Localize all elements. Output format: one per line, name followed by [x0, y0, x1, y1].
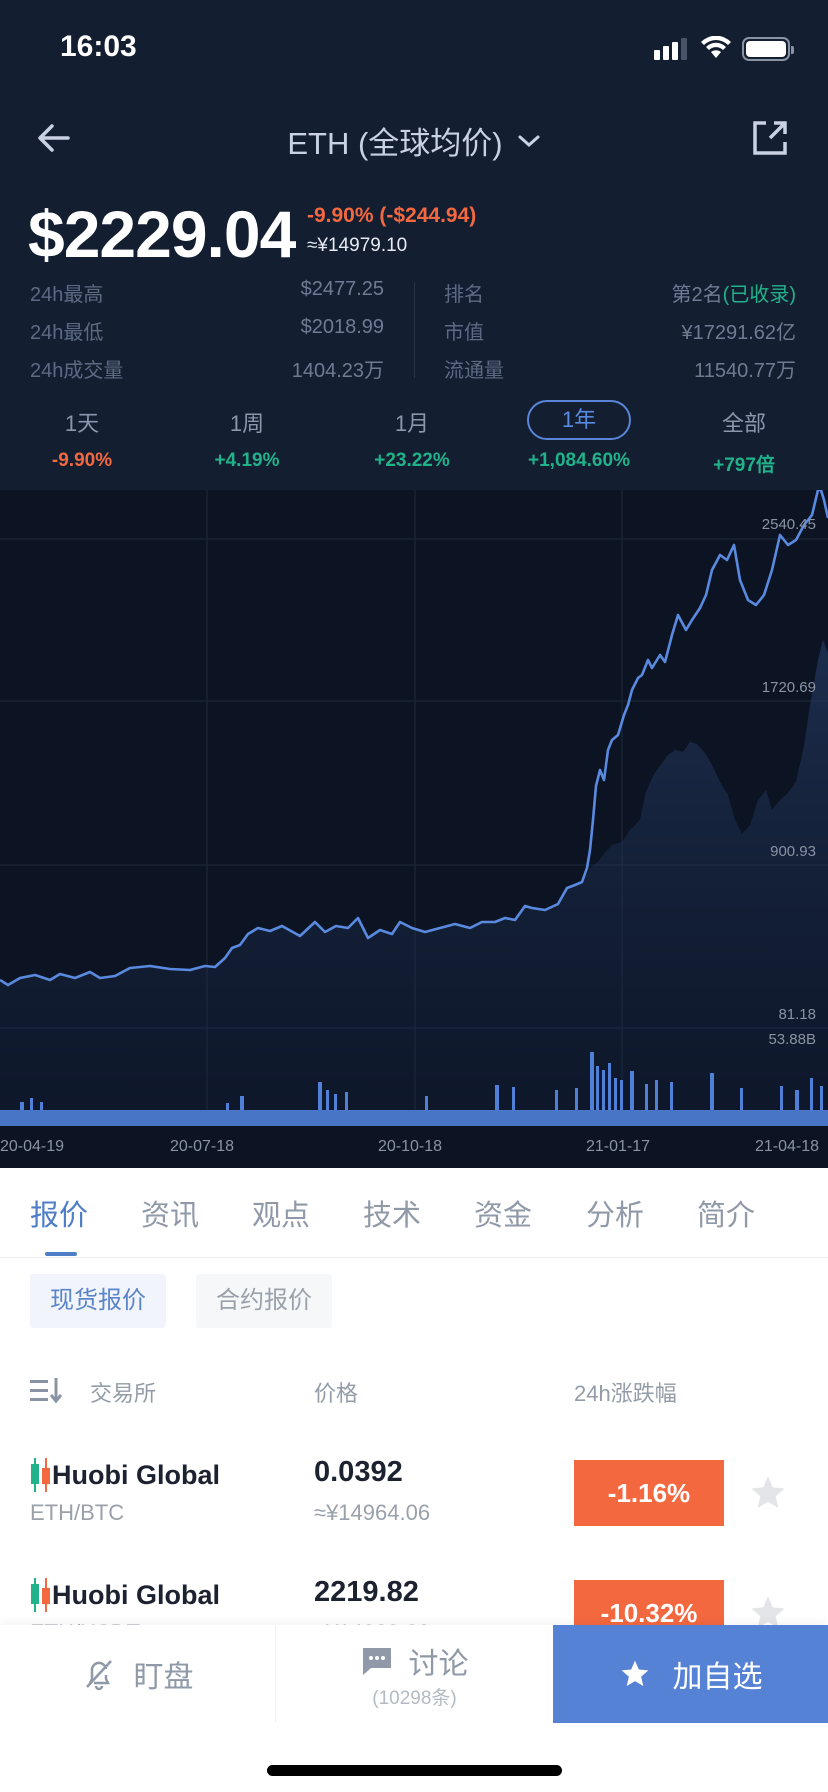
exchange-label: Huobi Global [52, 1459, 220, 1490]
period-change-1d: -9.90% [51, 450, 113, 471]
coin-selector[interactable]: ETH (全球均价) [0, 118, 828, 163]
tab-technical[interactable]: 技术 [363, 1200, 422, 1232]
tab-intro[interactable]: 简介 [697, 1200, 756, 1232]
chat-bubble-icon [362, 1647, 391, 1675]
rank-included-link[interactable]: (已收录) [722, 284, 796, 306]
star-icon [621, 1660, 648, 1686]
candlestick-icon [31, 1458, 50, 1492]
add-watchlist-button[interactable]: 加自选 [553, 1625, 828, 1723]
x-tick-1: 20-07-18 [170, 1138, 235, 1155]
price-chart[interactable]: 2540.45 1720.69 900.93 81.18 53.88B 20-0… [0, 490, 828, 1168]
y-tick-min: 81.18 [778, 1006, 816, 1023]
tab-news[interactable]: 资讯 [141, 1200, 200, 1232]
exchange-name: Huobi Global [30, 1458, 220, 1492]
pair-price: 0.0392 [314, 1456, 403, 1488]
pair-price: 2219.82 [314, 1576, 419, 1608]
stat-value-supply: 11540.77万 [694, 360, 796, 382]
watch-button[interactable]: 盯盘 [0, 1625, 275, 1723]
tab-funds[interactable]: 资金 [474, 1200, 533, 1232]
share-external-icon[interactable] [752, 120, 788, 156]
period-change-1m: +23.22% [374, 450, 450, 471]
period-change-1w: +4.19% [214, 450, 280, 471]
period-tab-1m[interactable]: 1月 [352, 406, 472, 438]
stat-value-rank: 第2名(已收录) [560, 278, 796, 307]
stats-divider [414, 282, 415, 378]
rank-value: 第2名 [671, 284, 723, 306]
cellular-signal-icon [654, 38, 687, 60]
change-badge: -1.16% [574, 1460, 724, 1526]
current-price: $2229.04 [28, 197, 296, 271]
header [0, 0, 828, 490]
add-watchlist-label: 加自选 [672, 1661, 763, 1694]
star-icon[interactable] [748, 1473, 788, 1513]
volume-bars [0, 1052, 828, 1126]
stat-label-marketcap: 市值 [444, 322, 484, 344]
home-indicator[interactable] [267, 1765, 562, 1776]
stat-value-volume: 1404.23万 [291, 360, 384, 382]
stat-label-supply: 流通量 [444, 360, 504, 382]
active-tab-indicator [45, 1252, 77, 1256]
stat-label-rank: 排名 [444, 284, 484, 306]
battery-icon [742, 37, 794, 61]
stat-label-low: 24h最低 [30, 322, 104, 344]
bell-off-icon [85, 1660, 112, 1691]
period-label: 1月 [394, 411, 430, 436]
exchange-name: Huobi Global [30, 1578, 220, 1612]
stat-label-volume: 24h成交量 [30, 360, 124, 382]
chevron-down-icon [518, 135, 540, 147]
col-header-price: 价格 [314, 1381, 359, 1406]
trading-pair: ETH/BTC [30, 1500, 125, 1525]
x-tick-3: 21-01-17 [586, 1138, 651, 1155]
price-cny: ≈¥14979.10 [307, 235, 408, 256]
price-change: -9.90% (-$244.94) [307, 204, 477, 227]
watch-label: 盯盘 [133, 1661, 194, 1694]
wifi-icon [701, 36, 731, 58]
x-tick-4: 21-04-18 [755, 1138, 820, 1155]
period-change-all: +797倍 [713, 455, 775, 476]
stat-value-low: $2018.99 [300, 316, 384, 338]
price-chart-svg [0, 490, 828, 1126]
content-tabs: 报价 资讯 观点 技术 资金 分析 简介 [0, 1168, 828, 1258]
discuss-count: (10298条) [372, 1687, 457, 1709]
x-tick-0: 20-04-19 [0, 1138, 65, 1155]
star-icon[interactable] [748, 1593, 788, 1633]
tab-quotes[interactable]: 报价 [30, 1200, 89, 1232]
sort-icon[interactable] [30, 1378, 62, 1404]
period-label: 1年 [527, 400, 631, 440]
period-change-1y: +1,084.60% [528, 450, 630, 471]
page-title: ETH (全球均价) [287, 126, 503, 161]
exchange-label: Huobi Global [52, 1579, 220, 1610]
tab-opinions[interactable]: 观点 [252, 1200, 311, 1232]
candlestick-icon [31, 1578, 50, 1612]
period-tab-all[interactable]: 全部 [684, 406, 804, 438]
col-header-exchange: 交易所 [90, 1381, 157, 1406]
pair-price-cny: ≈¥14964.06 [314, 1500, 431, 1525]
period-label: 全部 [721, 411, 766, 436]
subtab-spot-quotes[interactable]: 现货报价 [30, 1274, 166, 1328]
bottom-divider [275, 1625, 276, 1723]
stat-value-high: $2477.25 [300, 278, 384, 300]
subtab-futures-quotes[interactable]: 合约报价 [196, 1274, 332, 1328]
discuss-button[interactable]: 讨论 (10298条) [276, 1625, 553, 1723]
y-tick-max: 2540.45 [761, 516, 816, 533]
period-tab-1w[interactable]: 1周 [187, 406, 307, 438]
volume-max-label: 53.88B [768, 1031, 816, 1048]
period-label: 1天 [64, 411, 100, 436]
back-arrow-icon[interactable] [34, 118, 74, 158]
period-tab-1d[interactable]: 1天 [22, 406, 142, 438]
stat-label-high: 24h最高 [30, 284, 104, 306]
stat-value-marketcap: ¥17291.62亿 [681, 322, 796, 344]
bottom-action-bar: 盯盘 讨论 (10298条) 加自选 [0, 1625, 828, 1792]
tab-analysis[interactable]: 分析 [586, 1200, 645, 1232]
y-tick-2: 1720.69 [761, 679, 816, 696]
period-label: 1周 [229, 411, 265, 436]
period-tab-1y[interactable]: 1年 [527, 400, 631, 440]
status-time: 16:03 [60, 30, 137, 63]
discuss-label: 讨论 [408, 1647, 469, 1681]
y-tick-3: 900.93 [770, 843, 816, 860]
x-tick-2: 20-10-18 [378, 1138, 443, 1155]
col-header-change: 24h涨跌幅 [574, 1381, 677, 1406]
